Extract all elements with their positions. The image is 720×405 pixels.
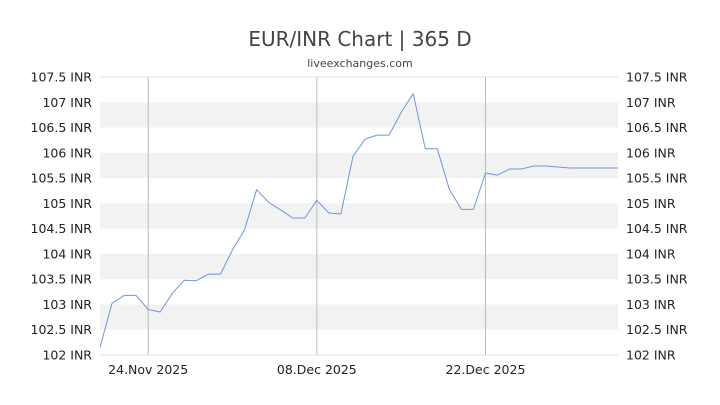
y-tick-label-left: 106.5 INR [31,120,93,135]
y-axis-right: 107.5 INR 107 INR 106.5 INR 106 INR 105.5 IN… [626,70,688,363]
x-axis: 24.Nov 2025 08.Dec 2025 22.Dec 2025 [108,362,525,377]
y-tick-label-left: 103 INR [42,297,92,312]
y-tick-label-left: 104 INR [42,246,92,261]
y-axis-left: 107.5 INR 107 INR 106.5 INR 106 INR 105.5 IN… [31,70,93,363]
grid-band [100,102,618,128]
y-tick-label-left: 107.5 INR [31,70,93,85]
y-tick-label-left: 103.5 INR [31,272,93,287]
y-tick-label-left: 102.5 INR [31,322,93,337]
series-path [99,93,618,348]
y-tick-label-left: 102 INR [42,348,92,363]
grid-bands [100,102,618,330]
y-tick-label-right: 104.5 INR [626,221,688,236]
y-tick-label-right: 105.5 INR [626,171,688,186]
grid-band [100,152,618,179]
y-tick-label-right: 102 INR [626,348,676,363]
plot-frame [100,76,618,356]
x-tick-label: 22.Dec 2025 [446,362,526,377]
x-tick-label: 24.Nov 2025 [108,362,188,377]
y-tick-label-left: 104.5 INR [31,221,93,236]
y-tick-label-left: 105.5 INR [31,171,93,186]
y-tick-label-right: 106.5 INR [626,120,688,135]
y-tick-label-right: 106 INR [626,145,676,160]
y-tick-label-right: 103 INR [626,297,676,312]
y-tick-label-right: 107 INR [626,95,676,110]
chart-subtitle: liveexchanges.com [307,57,412,70]
grid-band [100,304,618,330]
grid-band [100,253,618,280]
y-tick-label-right: 105 INR [626,196,676,211]
y-tick-label-right: 107.5 INR [626,70,688,85]
y-tick-label-left: 106 INR [42,145,92,160]
y-tick-label-right: 102.5 INR [626,322,688,337]
chart-title: EUR/INR Chart | 365 D [248,27,471,51]
y-tick-label-right: 103.5 INR [626,272,688,287]
y-tick-label-left: 105 INR [42,196,92,211]
vertical-gridlines [147,77,486,355]
y-tick-label-right: 104 INR [626,246,676,261]
x-tick-label: 08.Dec 2025 [277,362,357,377]
series-line [99,93,618,348]
grid-band [100,203,618,229]
y-tick-label-left: 107 INR [42,95,92,110]
